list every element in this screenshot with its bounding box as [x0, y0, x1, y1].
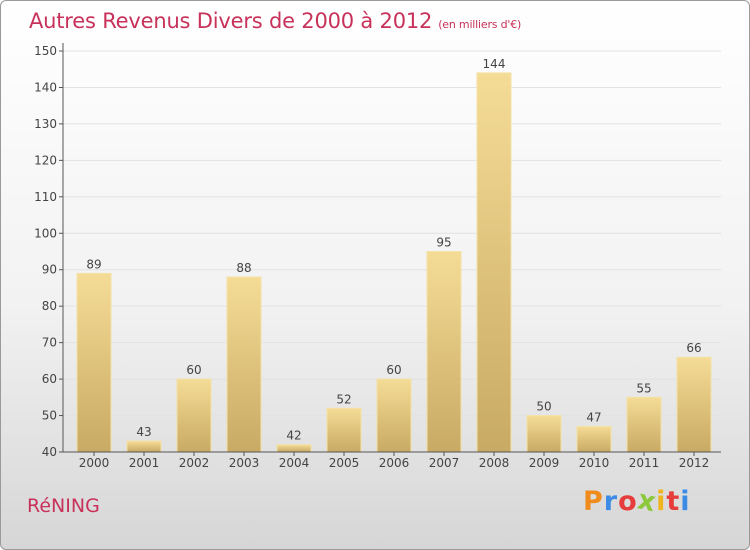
y-tick-label: 110 — [34, 190, 57, 204]
proxiti-logo: Proxiti — [583, 484, 691, 518]
logo-letter: P — [583, 486, 604, 517]
bar-value-label: 55 — [636, 381, 651, 395]
bar-2009 — [526, 415, 562, 453]
y-tick-label: 140 — [34, 80, 57, 94]
x-tick-label: 2010 — [579, 456, 610, 470]
y-tick-label: 80 — [42, 299, 57, 313]
chart-subtitle: (en milliers d'€) — [438, 18, 522, 31]
bar-2006 — [376, 378, 412, 453]
bar-value-label: 52 — [336, 392, 351, 406]
logo-letter: t — [666, 486, 681, 517]
bar-value-label: 42 — [286, 429, 301, 443]
bar-value-label: 88 — [236, 261, 251, 275]
y-tick-label: 70 — [42, 336, 57, 350]
y-tick-label: 40 — [42, 445, 57, 459]
location-name: RéNING — [27, 495, 100, 517]
x-tick-label: 2006 — [379, 456, 410, 470]
logo-letter: i — [680, 486, 691, 517]
y-tick-label: 150 — [34, 44, 57, 58]
x-tick-label: 2005 — [329, 456, 360, 470]
x-tick-label: 2011 — [629, 456, 660, 470]
chart-title: Autres Revenus Divers de 2000 à 2012 (en … — [29, 9, 521, 33]
x-tick-label: 2002 — [179, 456, 210, 470]
bar-2008 — [476, 72, 512, 453]
bar-value-label: 60 — [186, 363, 201, 377]
y-tick-label: 90 — [42, 263, 57, 277]
y-tick-label: 120 — [34, 153, 57, 167]
x-tick-label: 2003 — [229, 456, 260, 470]
bar-2000 — [76, 272, 112, 453]
x-tick-label: 2004 — [279, 456, 310, 470]
logo-letter: o — [618, 486, 638, 517]
bar-2011 — [626, 396, 662, 453]
bar-value-label: 43 — [136, 425, 151, 439]
logo-letter: i — [656, 486, 667, 517]
bar-value-label: 50 — [536, 400, 551, 414]
bar-2010 — [576, 425, 612, 453]
bar-value-label: 66 — [686, 341, 701, 355]
bar-2001 — [126, 440, 162, 453]
y-tick-label: 130 — [34, 117, 57, 131]
y-tick-label: 100 — [34, 226, 57, 240]
logo-letter: r — [603, 486, 619, 517]
bar-value-label: 89 — [86, 257, 101, 271]
bar-value-label: 47 — [586, 410, 601, 424]
bar-2007 — [426, 251, 462, 453]
x-tick-label: 2012 — [679, 456, 710, 470]
bar-value-label: 95 — [436, 236, 451, 250]
x-tick-label: 2009 — [529, 456, 560, 470]
bar-2005 — [326, 407, 362, 453]
x-tick-label: 2000 — [79, 456, 110, 470]
y-tick-label: 60 — [42, 372, 57, 386]
y-tick-label: 50 — [42, 409, 57, 423]
bar-2003 — [226, 276, 262, 453]
bar-2012 — [676, 356, 712, 453]
x-tick-label: 2001 — [129, 456, 160, 470]
x-tick-label: 2007 — [429, 456, 460, 470]
bar-2004 — [276, 444, 312, 453]
bar-2002 — [176, 378, 212, 453]
bar-value-label: 60 — [386, 363, 401, 377]
bar-value-label: 144 — [483, 57, 506, 71]
x-tick-label: 2008 — [479, 456, 510, 470]
chart-title-text: Autres Revenus Divers de 2000 à 2012 — [29, 9, 433, 33]
